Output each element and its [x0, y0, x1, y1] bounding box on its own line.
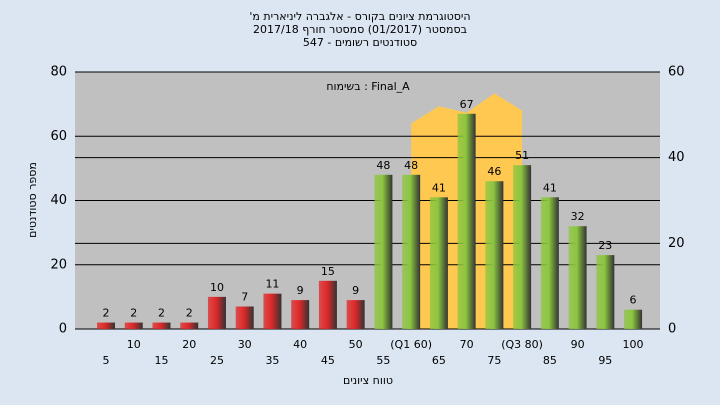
x-tick-label: 40 — [293, 338, 307, 351]
data-label: 10 — [210, 281, 224, 294]
bar — [180, 322, 199, 329]
bar — [624, 309, 643, 329]
x-tick-label: 5 — [103, 354, 110, 367]
data-label: 7 — [241, 291, 248, 304]
x-tick-label: 30 — [238, 338, 252, 351]
x-tick-label: 100 — [623, 338, 644, 351]
bar — [596, 255, 615, 329]
y-tick-label: 20 — [50, 257, 67, 272]
bar — [97, 322, 115, 329]
bar — [457, 113, 476, 329]
y2-tick-label: 40 — [668, 150, 685, 165]
x-tick-label: 55 — [376, 354, 390, 367]
x-tick-label: 65 — [432, 354, 446, 367]
x-tick-label: 20 — [182, 338, 196, 351]
x-axis-label: טווח ציונים — [343, 374, 393, 387]
data-label: 41 — [543, 181, 557, 194]
x-tick-label: 15 — [154, 354, 168, 367]
data-label: 9 — [352, 284, 359, 297]
y-tick-label: 0 — [59, 322, 67, 337]
chart-subtitle: סטודנטים רשומים - 547 — [303, 36, 417, 49]
bar — [513, 165, 532, 329]
data-label: 23 — [598, 239, 612, 252]
bar — [318, 280, 337, 329]
data-label: 2 — [130, 307, 137, 320]
data-label: 48 — [376, 159, 390, 172]
y-tick-label: 40 — [50, 193, 67, 208]
data-label: 9 — [297, 284, 304, 297]
x-tick-label: 35 — [265, 354, 279, 367]
y-tick-label: 80 — [50, 65, 67, 80]
bar — [235, 306, 254, 329]
x-tick-label: 45 — [321, 354, 335, 367]
annotation: בשימוח : Final_A — [326, 80, 410, 93]
bar — [152, 322, 171, 329]
data-label: 11 — [265, 278, 279, 291]
x-tick-label: 85 — [543, 354, 557, 367]
bar — [124, 322, 143, 329]
x-tick-label: 90 — [571, 338, 585, 351]
bar — [291, 300, 310, 329]
data-label: 32 — [571, 210, 585, 223]
x-tick-label: 25 — [210, 354, 224, 367]
bar — [207, 296, 226, 329]
data-label: 15 — [321, 265, 335, 278]
chart-title: היסטוגרמת ציונים בקורס - אלגברה ליניארית… — [249, 10, 470, 23]
x-tick-label: 95 — [598, 354, 612, 367]
data-label: 51 — [515, 149, 529, 162]
y2-tick-label: 20 — [668, 236, 685, 251]
bar — [568, 226, 587, 329]
data-label: 48 — [404, 159, 418, 172]
bar — [346, 300, 365, 329]
y2-tick-label: 60 — [668, 65, 685, 80]
y2-tick-label: 0 — [668, 322, 676, 337]
y-axis-label: מספר סטודנטים — [26, 162, 39, 238]
x-tick-label: (Q1 60) — [390, 338, 432, 351]
bar — [429, 197, 448, 329]
chart-subtitle: בסמסטר (01/2017) סמסטר חורף 2017/18 — [253, 23, 467, 36]
y-tick-label: 60 — [50, 129, 67, 144]
x-tick-label: 70 — [460, 338, 474, 351]
x-tick-label: (Q3 80) — [501, 338, 543, 351]
data-label: 67 — [460, 98, 474, 111]
data-label: 2 — [158, 307, 165, 320]
x-tick-label: 75 — [487, 354, 501, 367]
bar — [402, 174, 421, 329]
data-label: 41 — [432, 181, 446, 194]
data-label: 2 — [103, 307, 110, 320]
bar — [374, 174, 393, 329]
bar — [263, 293, 282, 329]
x-tick-label: 10 — [127, 338, 141, 351]
x-tick-label: 50 — [349, 338, 363, 351]
bar — [485, 181, 504, 329]
data-label: 6 — [630, 294, 637, 307]
data-label: 46 — [487, 165, 501, 178]
data-label: 2 — [186, 307, 193, 320]
bar — [540, 197, 559, 329]
